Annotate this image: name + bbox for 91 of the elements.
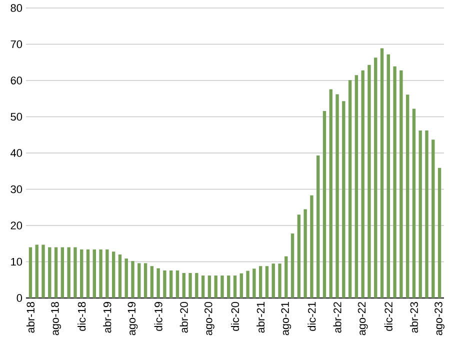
bar [220,276,224,298]
y-tick-label: 40 [10,149,22,157]
x-tick-label: abr-18 [26,302,34,333]
bar [195,272,198,298]
x-tick-label: ago-19 [128,302,138,336]
bar [412,108,416,298]
bar [112,252,116,298]
bar [386,54,390,298]
bar [418,130,422,298]
bar [150,266,154,298]
bar [316,156,320,298]
bar [163,270,166,298]
x-tick-label: dic-21 [308,302,316,331]
bar [246,270,250,298]
bar [208,276,212,298]
bar [42,244,45,298]
bar [182,272,186,298]
bar [361,70,364,298]
bar [138,263,141,298]
bar [131,261,134,298]
bar [144,263,148,298]
bar [278,264,282,298]
x-tick-label: abr-19 [103,302,112,333]
bar [438,168,442,298]
bar [169,270,173,298]
x-tick-label: ago-22 [358,302,368,336]
bar [240,273,243,298]
bar [86,249,90,298]
bar [290,233,294,298]
bar [99,249,102,298]
x-tick-label: dic-22 [384,302,392,331]
bar [342,101,346,298]
x-tick-label: dic-20 [230,302,240,331]
bar [368,64,371,298]
x-tick-label: abr-23 [410,302,418,333]
x-tick-label: ago-18 [51,302,61,336]
bar [214,276,218,298]
bar [348,80,352,298]
x-tick-label: abr-20 [180,302,188,333]
bar [354,75,358,298]
x-tick-label: ago-23 [434,302,444,336]
bar [406,94,410,298]
y-tick-label: 0 [16,294,22,302]
y-tick-label: 20 [10,222,22,230]
bar [80,249,84,298]
bar [322,110,326,298]
bar [227,276,230,298]
bar [252,268,256,298]
bar [233,276,237,298]
bar [374,58,378,298]
bar [60,247,64,298]
bar [118,254,122,298]
bar [54,247,58,298]
bar [400,70,403,298]
y-tick-label: 70 [10,40,22,48]
bar [48,247,52,298]
x-tick-label: abr-21 [256,302,265,333]
bar [272,264,275,298]
bar [380,48,384,298]
y-tick-label: 60 [10,76,22,84]
x-tick-label: dic-19 [154,302,162,331]
bar [176,270,180,298]
y-tick-label: 50 [10,112,22,121]
bar [265,266,269,298]
bar [124,258,128,298]
y-tick-label: 30 [10,185,22,194]
bar [393,66,396,298]
bar [188,272,192,298]
bar [28,247,32,298]
bar [297,214,301,298]
y-tick-label: 80 [10,4,22,12]
x-tick-label: ago-20 [204,302,214,336]
bar [74,247,77,298]
x-tick-label: dic-18 [78,302,86,331]
bar [425,130,428,298]
bar [156,268,160,298]
bar [336,94,339,298]
bar [67,247,70,298]
bar [258,266,262,298]
bar [432,140,435,298]
x-tick-label: abr-22 [333,302,342,333]
bar [35,244,38,298]
bar [106,249,109,298]
bar [92,249,96,298]
bar [284,256,288,298]
bar [310,195,314,298]
x-tick-label: ago-21 [281,302,292,336]
bar [201,276,205,298]
bar [304,209,307,298]
y-tick-label: 10 [11,258,22,266]
bar [329,89,332,298]
